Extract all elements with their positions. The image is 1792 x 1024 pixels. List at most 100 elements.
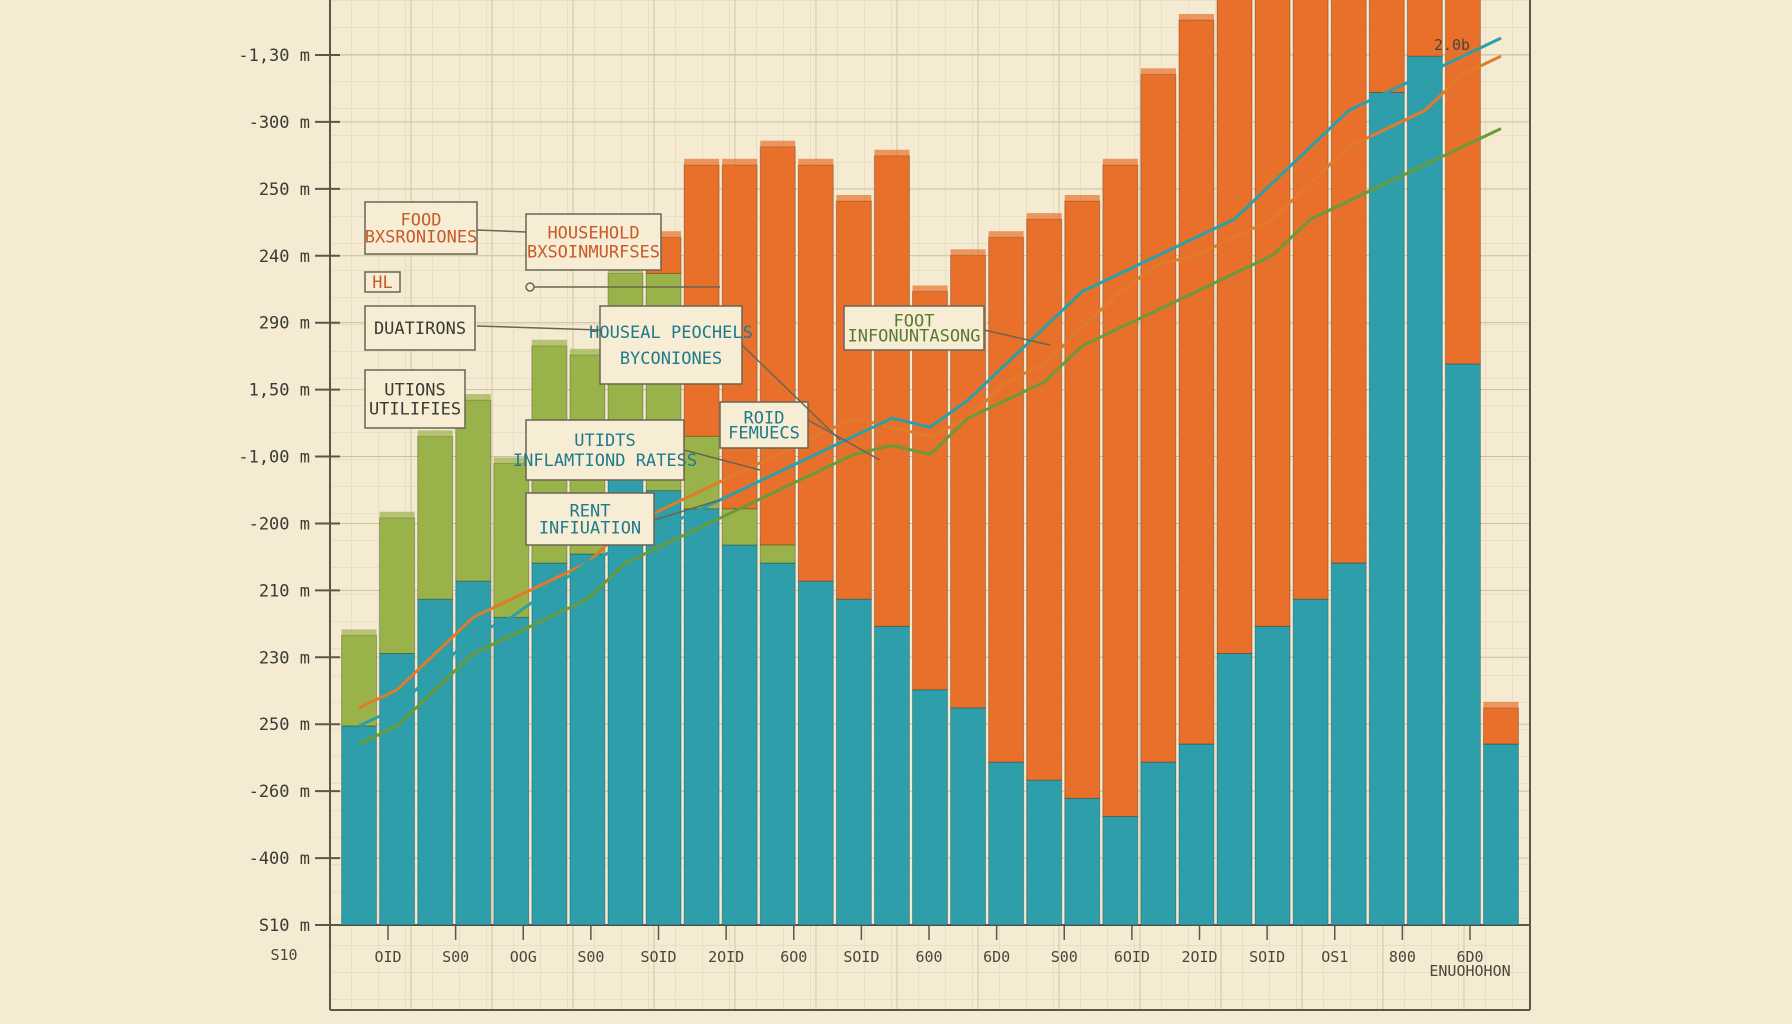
bar-green [721,508,758,546]
x-tick-label: OS1 [1321,948,1348,966]
legend-label: BYCONIONES [620,349,722,369]
bar-cap [760,140,796,147]
bar-teal [1254,625,1291,926]
y-tick-label: 290 m [259,314,310,334]
stray-label: S10 [270,946,297,964]
bar-teal [835,598,872,926]
legend-box [364,271,401,293]
legend-label: UTIDTS [574,431,635,451]
legend-box [525,213,662,271]
bar-teal [645,490,682,926]
trend-lines [358,36,1502,746]
bar-green [455,399,492,582]
bar-orange [911,291,949,691]
bar-cap [722,158,758,165]
x-axis-ticks: OID S00 OOG S00 SOID 2OID 6O0 SOID 600 6D0 S00 6OID… [374,925,1484,966]
bar-cap [1026,213,1062,220]
legend-label: BXSOINMURFSES [527,242,660,262]
y-tick-label: 250 m [259,180,310,200]
bar-orange [1482,707,1519,745]
legend-box [599,305,743,385]
bar-orange [1140,73,1177,763]
y-tick-label: 250 m [259,715,310,735]
legend-label: DUATIRONS [374,319,466,339]
bar-teal [873,625,910,926]
bar-teal [493,616,530,926]
leader-line [653,499,721,521]
bar-teal [1406,55,1443,926]
bar-orange [797,164,834,582]
bar-orange [1254,0,1291,627]
legend-box [719,401,809,449]
bar-cap [836,195,872,201]
legend-label: FEMUECS [728,424,800,444]
legend-label: INFIUATION [539,519,641,539]
bar-orange [873,155,910,627]
legend-label: BXSRONIONES [365,228,478,248]
bar-teal [683,508,720,926]
x-tick-label: OOG [510,948,537,966]
legend-label: UTILIFIES [369,400,461,420]
bar-orange [1102,164,1139,817]
x-tick-label: 6O0 [780,948,807,966]
x-tick-label: OID [374,948,401,966]
bar-teal [569,553,606,926]
y-tick-label: 210 m [259,581,310,601]
leader-line [476,229,527,233]
y-axis-ticks: -1,30 m -300 m 250 m 240 m 290 m 1,50 m -1,00 … [238,46,340,936]
bar-cap [1102,158,1138,165]
legend-label: UTIONS [384,380,445,400]
trend-line-teal-line [358,36,1502,728]
bar-cap [417,430,453,437]
legend-label: FOOT [894,312,935,332]
y-tick-label: -400 m [249,849,310,869]
bar-cap [341,629,377,636]
bar-cap [1140,68,1176,75]
bar-cap [1483,701,1519,708]
trend-line-green-line [358,127,1502,746]
legend-box [843,305,985,351]
bar-teal [1292,598,1329,926]
x-tick-label: 2OID [708,948,744,966]
bar-teal [1064,797,1101,926]
x-tick-label: 2OID [1181,948,1217,966]
bar-cap [798,158,834,165]
x-tick-label: SOID [843,948,879,966]
y-tick-label: 1,50 m [249,381,310,401]
bar-teal [417,598,454,926]
bar-cap [684,158,720,165]
y-tick-label: 230 m [259,648,310,668]
legend-box [364,369,466,429]
bar-teal [1102,815,1139,926]
legend-label: RENT [570,501,611,521]
bar-orange [988,236,1025,763]
bar-teal [455,580,492,926]
y-tick-label: -200 m [249,514,310,534]
leader-line [683,449,761,471]
x-tick-label: SOID [640,948,676,966]
bar-green [341,634,378,727]
bar-orange [835,200,872,600]
bar-cap [455,394,491,401]
bar-teal [721,544,758,926]
x-tick-label: SOID [1249,948,1285,966]
bar-cap [988,231,1024,238]
bar-orange [1406,0,1443,57]
x-tick-label: S00 [1051,948,1078,966]
bar-cap [531,339,567,346]
bar-green [417,435,454,600]
bar-teal [911,689,949,926]
legend-label: HOUSEHOLD [547,224,639,244]
bar-orange [1292,0,1329,600]
x-tick-label: 6OID [1114,948,1150,966]
bar-teal [1330,562,1367,926]
x-tick-label: 800 [1389,948,1416,966]
bar-teal [1026,779,1063,926]
bar-teal [1368,91,1405,926]
legend-label: FOOD [401,210,442,230]
bar-green [379,517,416,654]
x-tick-label: 6D0 [983,948,1010,966]
bar-orange [1216,0,1253,654]
leader-line [983,329,1051,346]
